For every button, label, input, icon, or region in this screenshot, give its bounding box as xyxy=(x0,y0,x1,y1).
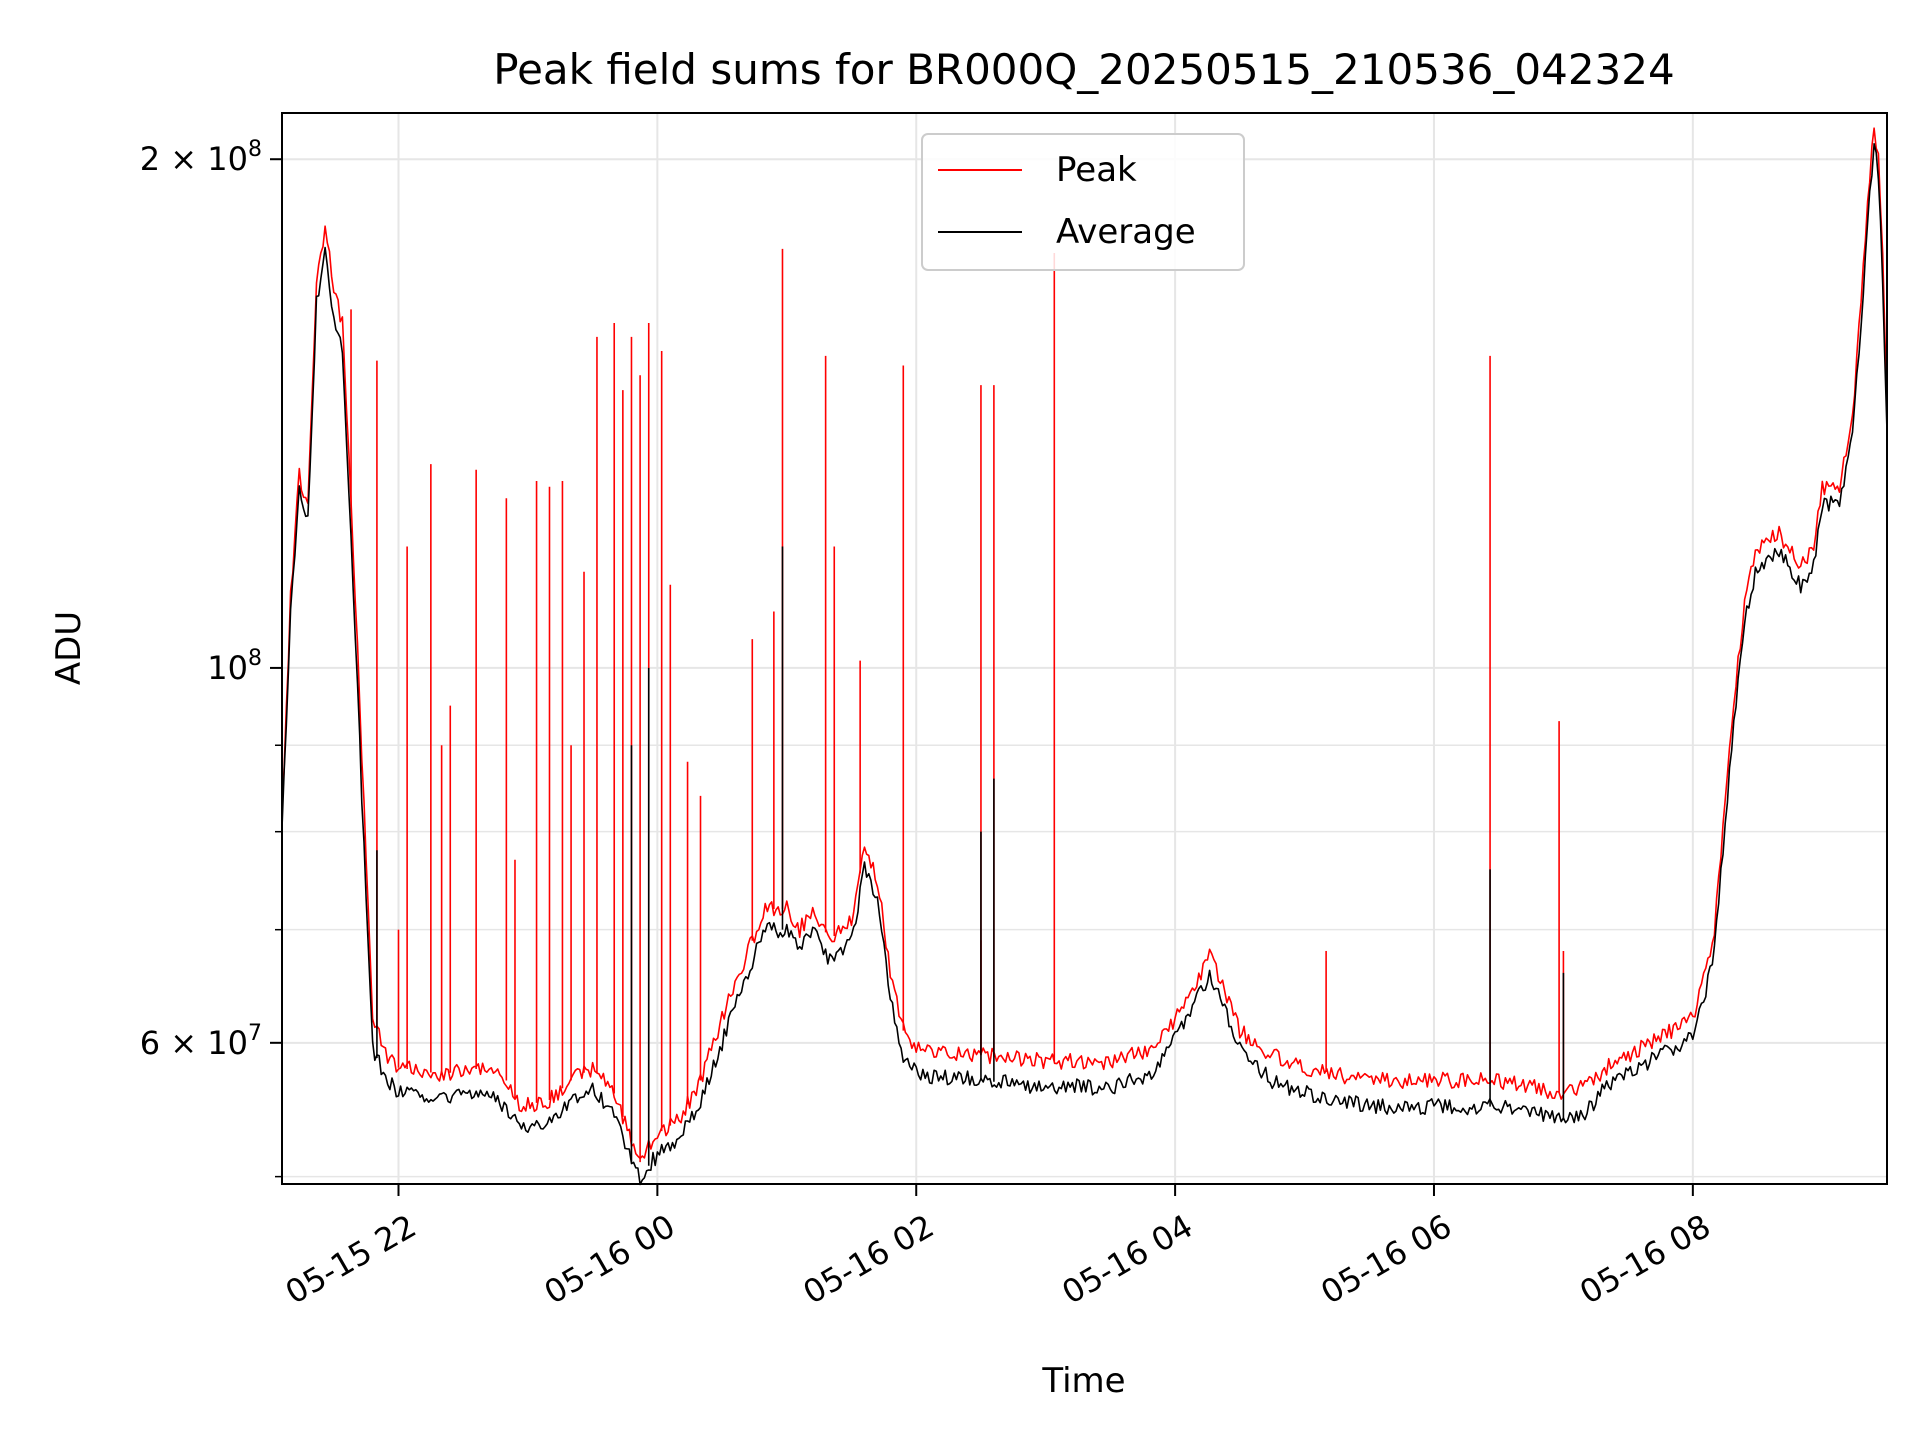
legend-average-label: Average xyxy=(1056,212,1196,252)
series-peak xyxy=(281,127,1888,1163)
series-average-line xyxy=(281,143,1888,1186)
legend: Peak Average xyxy=(921,133,1245,271)
legend-box xyxy=(921,133,1245,271)
y-axis-label: ADU xyxy=(49,611,89,685)
series-average xyxy=(281,143,1888,1186)
y-tick-label: 108 xyxy=(207,646,262,687)
y-axis: 6 × 107 108 2 × 108 xyxy=(140,137,282,1178)
chart-title: Peak field sums for BR000Q_20250515_2105… xyxy=(493,45,1674,94)
plot-frame xyxy=(281,112,1888,1185)
series-peak-line xyxy=(281,127,1888,1160)
legend-peak-label: Peak xyxy=(1056,150,1137,190)
y-tick-label: 6 × 107 xyxy=(140,1021,262,1062)
x-axis-label: Time xyxy=(1041,1361,1125,1401)
series-layer xyxy=(281,127,1888,1186)
y-tick-label: 2 × 108 xyxy=(140,137,262,178)
